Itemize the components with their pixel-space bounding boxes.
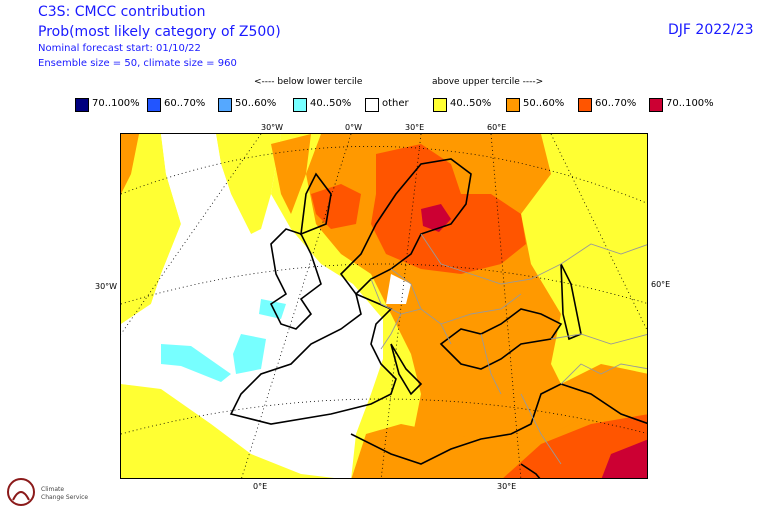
legend-label: 50..60% [523, 98, 565, 109]
ensemble-size-label: Ensemble size = 50, climate size = 960 [38, 58, 237, 69]
probability-map [120, 133, 648, 479]
legend-label: other [382, 98, 409, 109]
lon-label-top: 30°W [261, 123, 284, 132]
legend-label: 60..70% [164, 98, 206, 109]
forecast-start-label: Nominal forecast start: 01/10/22 [38, 43, 201, 54]
lon-label-bottom: 0°E [253, 482, 268, 491]
logo-line1: Climate [41, 486, 64, 493]
season-label: DJF 2022/23 [668, 22, 754, 38]
lon-label-bottom: 30°E [497, 482, 517, 491]
legend-label: 40..50% [310, 98, 352, 109]
legend-swatch [365, 98, 379, 112]
legend-label: 70..100% [666, 98, 714, 109]
legend-label: 70..100% [92, 98, 140, 109]
title-secondary: Prob(most likely category of Z500) [38, 24, 281, 40]
legend-swatch [433, 98, 447, 112]
lat-label-right: 60°E [651, 280, 671, 289]
legend-swatch [218, 98, 232, 112]
lon-label-top: 0°W [345, 123, 362, 132]
legend-swatch [293, 98, 307, 112]
below-tercile-note: <---- below lower tercile [254, 77, 363, 87]
copernicus-logo: Climate Change Service [7, 478, 88, 506]
legend-swatch [506, 98, 520, 112]
legend-swatch [147, 98, 161, 112]
logo-ring-icon [7, 478, 35, 506]
map-canvas [121, 134, 647, 478]
title-primary: C3S: CMCC contribution [38, 4, 206, 20]
legend-label: 60..70% [595, 98, 637, 109]
lat-label-left: 30°W [95, 282, 118, 291]
lon-label-top: 60°E [487, 123, 507, 132]
legend-swatch [578, 98, 592, 112]
above-tercile-note: above upper tercile ----> [432, 77, 544, 87]
lon-label-top: 30°E [405, 123, 425, 132]
logo-line2: Change Service [41, 494, 88, 501]
legend-label: 50..60% [235, 98, 277, 109]
legend-label: 40..50% [450, 98, 492, 109]
legend-swatch [649, 98, 663, 112]
legend-swatch [75, 98, 89, 112]
